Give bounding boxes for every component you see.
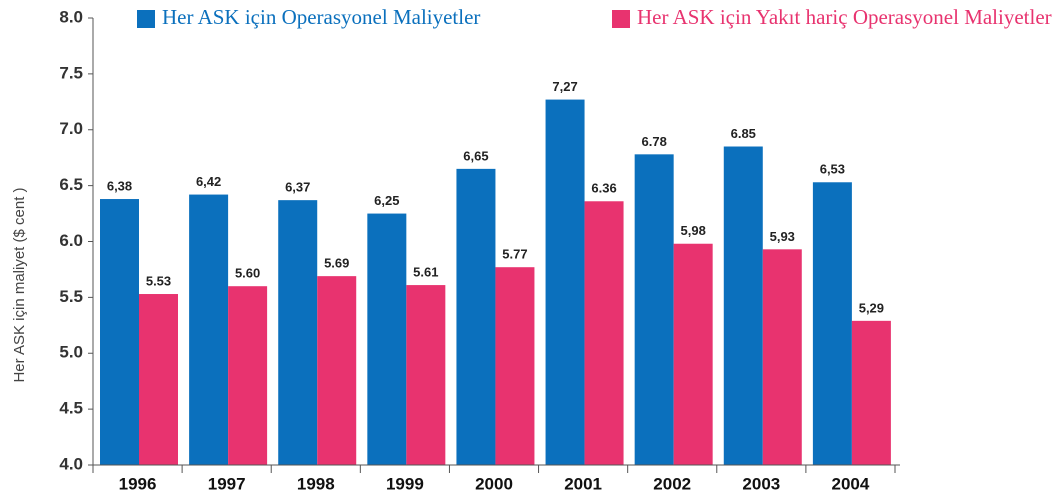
legend-swatch xyxy=(137,10,155,28)
bar xyxy=(406,285,446,465)
bar xyxy=(584,201,624,465)
bar xyxy=(673,243,713,465)
y-tick-label: 5.5 xyxy=(59,287,83,306)
y-tick-label: 8.0 xyxy=(59,7,83,26)
bar xyxy=(189,194,229,465)
y-tick-label: 4.0 xyxy=(59,454,83,473)
y-tick-label: 7.5 xyxy=(59,63,83,82)
bar xyxy=(228,286,268,465)
y-tick-label: 7.0 xyxy=(59,119,83,138)
bar xyxy=(851,320,891,465)
legend-entry: Her ASK için Yakıt hariç Operasyonel Mal… xyxy=(637,5,1052,29)
y-tick-label: 4.5 xyxy=(59,399,83,418)
x-tick-label: 1996 xyxy=(119,474,157,493)
x-tick-label: 1997 xyxy=(208,474,246,493)
y-tick-label: 6.0 xyxy=(59,231,83,250)
bar xyxy=(545,99,585,465)
value-label: 6.85 xyxy=(731,126,756,141)
bar xyxy=(812,182,852,465)
value-label: 6,65 xyxy=(463,148,488,163)
value-label: 6,42 xyxy=(196,174,221,189)
value-label: 5.60 xyxy=(235,266,260,281)
value-label: 5,29 xyxy=(859,300,884,315)
value-label: 6,53 xyxy=(820,162,845,177)
legend-label: Her ASK için Yakıt hariç Operasyonel Mal… xyxy=(637,5,1052,29)
value-label: 6,25 xyxy=(374,193,399,208)
x-tick-label: 2004 xyxy=(832,474,870,493)
legend-entry: Her ASK için Operasyonel Maliyetler xyxy=(162,5,481,29)
x-tick-label: 2003 xyxy=(742,474,780,493)
legend-swatch xyxy=(612,10,630,28)
x-tick-label: 1998 xyxy=(297,474,335,493)
x-tick-label: 2001 xyxy=(564,474,602,493)
bar xyxy=(634,154,674,465)
value-label: 6,38 xyxy=(107,178,132,193)
bar xyxy=(456,168,496,466)
bar xyxy=(495,267,535,465)
bar xyxy=(723,146,763,465)
legend-label: Her ASK için Operasyonel Maliyetler xyxy=(162,5,481,29)
bar xyxy=(762,249,802,465)
y-tick-label: 6.5 xyxy=(59,175,83,194)
value-label: 5.53 xyxy=(146,273,171,288)
value-label: 5.69 xyxy=(324,256,349,271)
value-label: 6.78 xyxy=(642,134,667,149)
bar xyxy=(100,199,139,465)
x-tick-label: 2002 xyxy=(653,474,691,493)
value-label: 5,98 xyxy=(681,223,706,238)
value-label: 6.36 xyxy=(591,181,616,196)
bar xyxy=(317,276,357,465)
value-label: 5,93 xyxy=(770,229,795,244)
x-tick-label: 1999 xyxy=(386,474,424,493)
y-axis-label: Her ASK için maliyet ($ cent ) xyxy=(11,187,28,382)
bar xyxy=(367,213,407,465)
value-label: 7,27 xyxy=(552,79,577,94)
value-label: 5.77 xyxy=(502,247,527,262)
bar xyxy=(139,294,178,465)
y-tick-label: 5.0 xyxy=(59,343,83,362)
x-tick-label: 2000 xyxy=(475,474,513,493)
value-label: 5.61 xyxy=(413,265,438,280)
bar xyxy=(278,200,318,465)
value-label: 6,37 xyxy=(285,180,310,195)
